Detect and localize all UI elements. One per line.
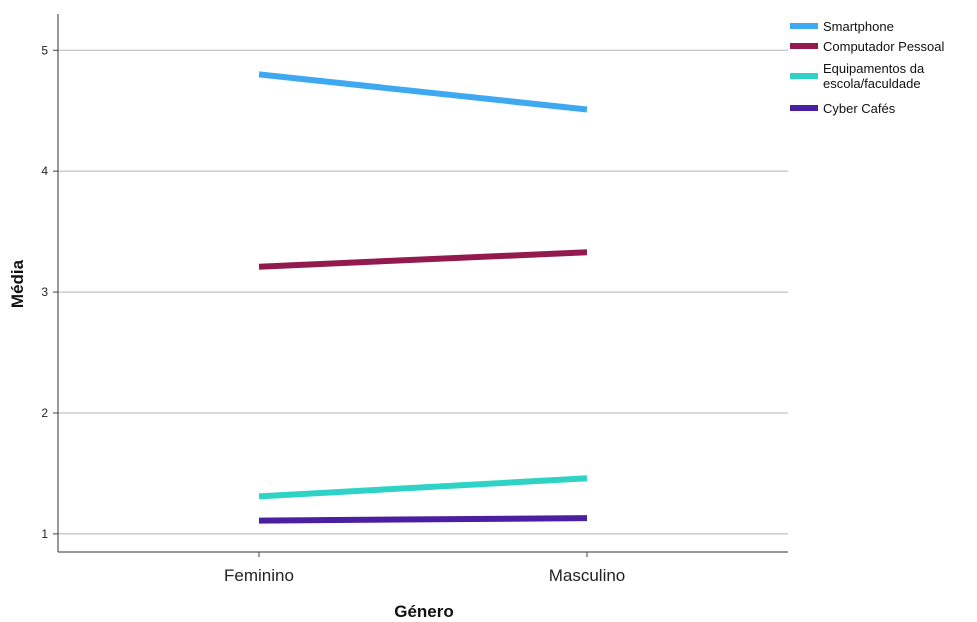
legend-label-equipamentos-da-escola-faculdade: Equipamentos da (823, 61, 925, 76)
legend-label-cyber-caf-s: Cyber Cafés (823, 101, 896, 116)
legend-label-smartphone: Smartphone (823, 19, 894, 34)
y-tick-label-3: 3 (41, 285, 48, 299)
y-tick-labels: 1 2 3 4 5 (41, 43, 48, 541)
y-tick-label-4: 4 (41, 164, 48, 178)
y-tick-label-1: 1 (41, 527, 48, 541)
series-lines (258, 71, 588, 524)
legend-label-computador-pessoal: Computador Pessoal (823, 39, 945, 54)
series-line-smartphone (258, 71, 588, 113)
y-tick-label-2: 2 (41, 406, 48, 420)
x-tick-label-masculino: Masculino (549, 566, 626, 585)
series-line-equipamentos-da-escola-faculdade (258, 475, 588, 500)
legend-label-equipamentos-da-escola-faculdade: escola/faculdade (823, 76, 921, 91)
x-tick-labels: Feminino Masculino (224, 552, 625, 585)
x-tick-label-feminino: Feminino (224, 566, 294, 585)
legend: Smartphone Computador Pessoal Equipamentos… (790, 19, 945, 116)
y-axis-title: Média (8, 259, 27, 308)
series-line-computador-pessoal (258, 249, 588, 270)
gridlines (53, 49, 788, 535)
x-axis-title: Género (394, 602, 454, 621)
axes (57, 14, 788, 553)
series-line-cyber-caf-s (258, 515, 588, 524)
y-tick-label-5: 5 (41, 43, 48, 57)
